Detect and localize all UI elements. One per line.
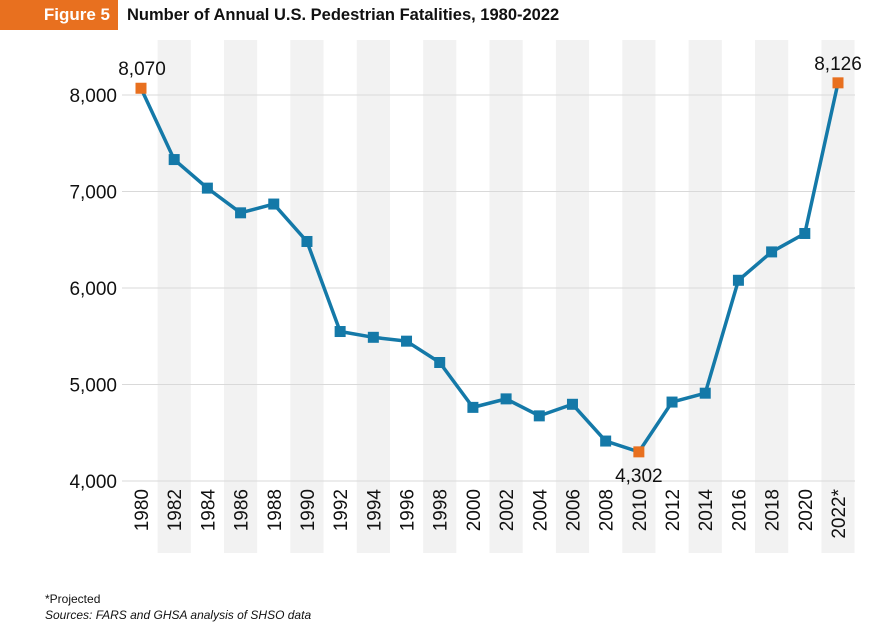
- data-label: 8,126: [814, 54, 862, 75]
- x-tick-label: 1992: [331, 489, 352, 531]
- background-band: [555, 40, 590, 553]
- background-band: [223, 40, 258, 553]
- highlight-marker: [832, 77, 844, 89]
- x-tick-label: 1994: [364, 489, 385, 532]
- data-marker: [168, 154, 180, 166]
- background-band: [157, 40, 191, 553]
- data-marker: [467, 401, 479, 413]
- background-band: [622, 40, 656, 553]
- data-marker: [500, 393, 512, 405]
- x-tick-label: 2016: [729, 489, 750, 531]
- x-tick-label: 1980: [132, 489, 153, 531]
- x-tick-label: 2014: [696, 489, 717, 532]
- background-band: [423, 40, 457, 553]
- x-tick-label: 1996: [398, 489, 419, 531]
- figure-label: Figure 5: [0, 0, 118, 30]
- x-tick-label: 2012: [663, 489, 684, 531]
- x-tick-label: 1998: [431, 489, 452, 531]
- data-marker: [699, 387, 711, 399]
- x-tick-label: 1990: [298, 489, 319, 531]
- background-band: [821, 40, 855, 553]
- projected-note: *Projected: [45, 592, 101, 606]
- data-marker: [732, 274, 744, 286]
- highlight-marker: [633, 446, 645, 458]
- data-marker: [201, 182, 213, 194]
- sources-note: Sources: FARS and GHSA analysis of SHSO …: [45, 608, 312, 622]
- background-band: [755, 40, 789, 553]
- x-tick-label: 2022*: [829, 488, 850, 538]
- data-marker: [566, 398, 578, 410]
- series-line: [139, 82, 840, 454]
- data-marker: [666, 396, 678, 408]
- data-marker: [301, 235, 313, 247]
- x-tick-label: 2000: [464, 489, 485, 531]
- data-marker: [533, 410, 545, 422]
- x-tick-label: 1986: [232, 489, 253, 531]
- y-tick-label: 8,000: [69, 86, 117, 107]
- line-chart: 4,000 5,000 6,000 7,000 8,000 1980 1982 1984 198…: [69, 40, 862, 553]
- data-marker: [235, 207, 247, 219]
- x-tick-label: 1984: [198, 489, 219, 532]
- data-marker: [334, 326, 346, 338]
- highlight-marker: [135, 82, 147, 94]
- x-tick-label: 2018: [763, 489, 784, 531]
- background-band: [356, 40, 390, 553]
- data-marker: [434, 356, 446, 368]
- x-tick-label: 2020: [796, 489, 817, 531]
- data-label: 4,302: [615, 466, 663, 487]
- y-tick-label: 4,000: [69, 472, 117, 493]
- chart-title: Number of Annual U.S. Pedestrian Fatalit…: [127, 6, 560, 24]
- x-tick-label: 2002: [497, 489, 518, 531]
- y-tick-label: 7,000: [69, 183, 117, 204]
- x-tick-label: 2010: [630, 489, 651, 531]
- background-band: [688, 40, 722, 553]
- data-marker: [401, 335, 413, 347]
- data-marker: [766, 246, 778, 258]
- data-marker: [600, 435, 612, 447]
- background-band: [489, 40, 523, 553]
- data-marker: [799, 227, 811, 239]
- x-tick-label: 2008: [597, 489, 618, 531]
- data-label: 8,070: [118, 59, 166, 80]
- x-tick-label: 1988: [265, 489, 286, 531]
- x-tick-label: 1982: [165, 489, 186, 531]
- data-marker: [268, 198, 280, 210]
- y-tick-label: 6,000: [69, 279, 117, 300]
- data-marker: [367, 331, 379, 343]
- x-tick-label: 2006: [563, 489, 584, 531]
- y-tick-label: 5,000: [69, 376, 117, 397]
- x-tick-label: 2004: [530, 489, 551, 532]
- background-band: [290, 40, 324, 553]
